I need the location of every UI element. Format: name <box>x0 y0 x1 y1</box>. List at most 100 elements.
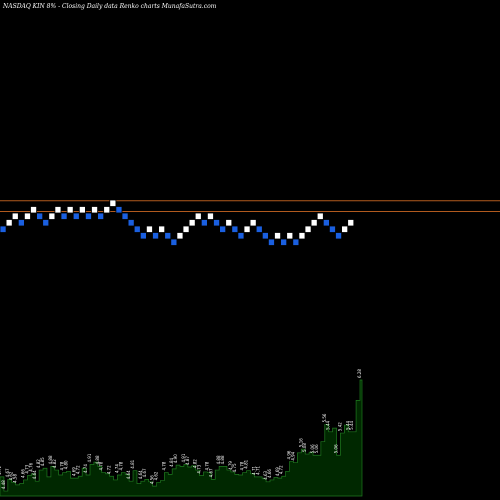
data-label: 4.69 <box>275 467 280 476</box>
data-label: 5.44 <box>326 420 331 429</box>
data-label: 4.72 <box>279 465 284 474</box>
data-label: 4.58 <box>13 474 18 483</box>
data-label: 4.71 <box>255 466 260 475</box>
data-label: 4.96 <box>287 450 292 459</box>
renko-brick <box>60 212 68 220</box>
data-label: 4.69 <box>71 467 76 476</box>
data-label: 5.56 <box>322 413 327 422</box>
renko-brick <box>36 212 44 220</box>
data-label: 5.42 <box>337 422 342 431</box>
data-label: 4.67 <box>208 468 213 477</box>
renko-brick <box>97 212 105 220</box>
renko-brick <box>66 206 74 214</box>
data-label: 5.06 <box>314 444 319 453</box>
renko-brick <box>0 225 7 233</box>
renko-brick <box>286 232 294 240</box>
data-label: 4.74 <box>83 464 88 473</box>
data-label: 4.82 <box>193 459 198 468</box>
renko-brick <box>182 225 190 233</box>
renko-brick <box>292 238 300 246</box>
renko-brick <box>48 212 56 220</box>
data-label: 4.87 <box>185 456 190 465</box>
renko-brick <box>91 206 98 214</box>
data-label: 5.44 <box>345 420 350 429</box>
data-label: 4.62 <box>9 471 14 480</box>
data-label: 4.72 <box>107 465 112 474</box>
data-label: 5.16 <box>298 438 303 447</box>
renko-brick <box>274 232 281 240</box>
data-label: 4.88 <box>95 455 100 464</box>
renko-brick <box>322 219 330 227</box>
renko-brick <box>255 225 263 233</box>
renko-brick <box>231 225 239 233</box>
renko-brick <box>127 219 135 227</box>
data-label: 4.91 <box>181 453 186 462</box>
data-label: 6.28 <box>357 369 362 378</box>
data-label: 4.90 <box>173 454 178 463</box>
renko-brick <box>78 206 86 214</box>
data-label: 5.06 <box>310 444 315 453</box>
renko-brick <box>139 232 147 240</box>
renko-brick <box>121 212 129 220</box>
data-label: 5.08 <box>302 443 307 452</box>
renko-brick <box>158 225 166 233</box>
renko-brick <box>298 232 306 240</box>
renko-brick <box>133 225 141 233</box>
price-area-panel: 4.714.484.674.624.584.664.734.764.644.82… <box>0 369 363 497</box>
renko-brick <box>109 199 117 207</box>
renko-brick <box>11 212 19 220</box>
renko-brick <box>170 238 178 246</box>
data-label: 4.82 <box>36 459 41 468</box>
data-label: 4.78 <box>204 461 209 470</box>
data-label: 4.78 <box>60 461 65 470</box>
data-label: 4.81 <box>130 459 135 468</box>
renko-brick <box>280 238 288 246</box>
data-label: 4.80 <box>64 460 69 469</box>
data-label: 4.62 <box>154 471 159 480</box>
renko-brick <box>85 212 92 220</box>
data-label: 4.94 <box>290 451 295 460</box>
renko-brick <box>237 232 245 240</box>
renko-brick <box>341 225 349 233</box>
data-label: 4.85 <box>40 457 45 466</box>
renko-brick <box>194 212 202 220</box>
renko-brick <box>267 238 275 246</box>
data-label: 4.64 <box>126 470 131 479</box>
renko-bricks <box>0 199 355 246</box>
renko-brick <box>30 206 37 214</box>
data-label: 4.84 <box>169 457 174 466</box>
data-label: 4.71 <box>251 466 256 475</box>
data-label: 4.66 <box>267 469 272 478</box>
renko-brick <box>115 206 123 214</box>
data-label: 4.73 <box>197 464 202 473</box>
renko-brick <box>225 219 233 227</box>
data-label: 4.88 <box>220 455 225 464</box>
data-label: 4.76 <box>28 462 33 471</box>
data-label: 4.73 <box>24 464 29 473</box>
data-label: 4.78 <box>118 461 123 470</box>
data-label: 4.78 <box>240 461 245 470</box>
renko-brick <box>213 219 220 227</box>
renko-brick <box>261 232 269 240</box>
chart-header-right: Closing Daily data Renko charts MunafaSu… <box>62 3 217 10</box>
data-label: 4.91 <box>87 453 92 462</box>
data-label: 4.64 <box>138 470 143 479</box>
renko-brick <box>335 232 342 240</box>
data-label: 4.75 <box>232 463 237 472</box>
data-label: 4.82 <box>52 459 57 468</box>
renko-brick <box>249 219 257 227</box>
renko-brick <box>152 232 159 240</box>
data-label: 4.88 <box>48 455 53 464</box>
data-label: 4.72 <box>75 465 80 474</box>
data-label: 5.44 <box>349 420 354 429</box>
data-label: 4.78 <box>161 461 166 470</box>
renko-brick <box>5 219 13 227</box>
price-area <box>0 379 363 497</box>
renko-brick <box>347 219 355 227</box>
data-label: 4.88 <box>216 455 221 464</box>
data-label: 4.81 <box>244 459 249 468</box>
renko-brick <box>176 232 184 240</box>
renko-brick <box>188 219 196 227</box>
data-label: 4.67 <box>5 468 10 477</box>
